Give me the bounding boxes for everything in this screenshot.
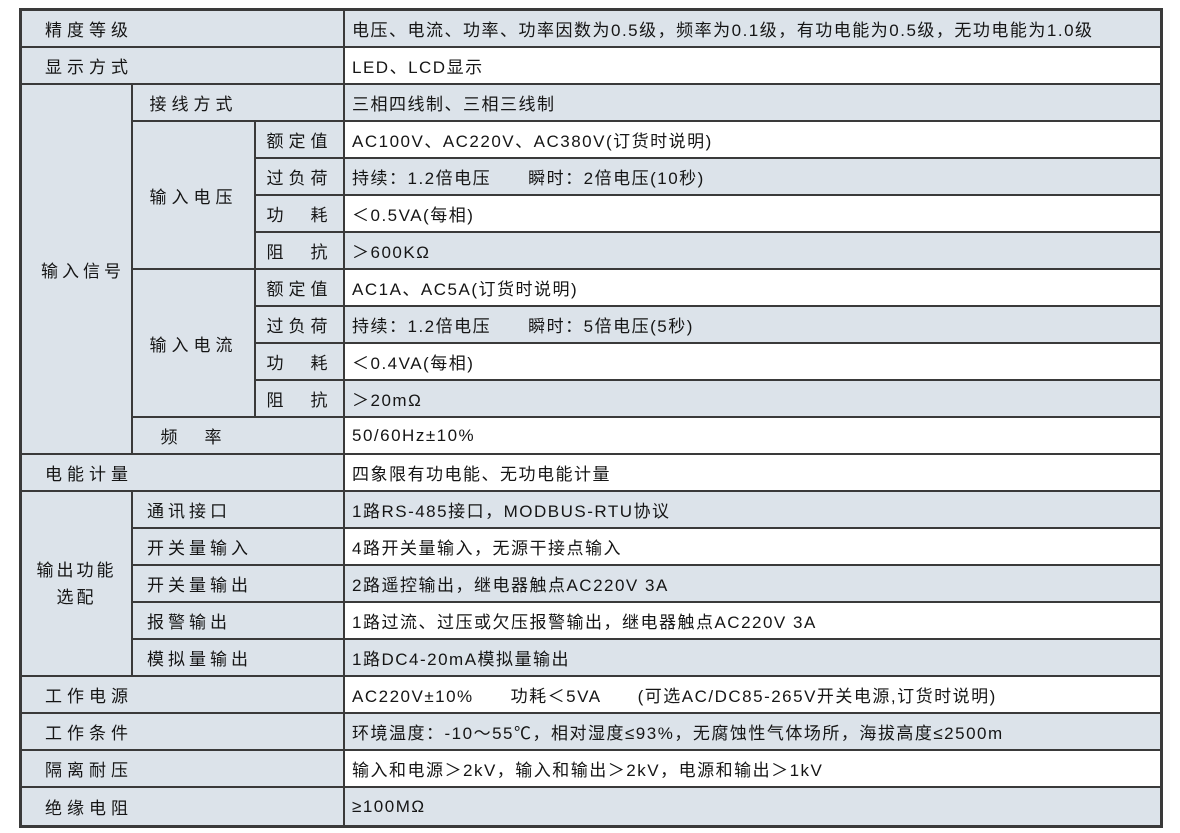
frequency-value-cell: 50/60Hz±10% [345, 418, 1160, 455]
alarm-output-label-cell: 报警输出 [133, 603, 345, 640]
voltage-impedance-value-cell: ＞600KΩ [345, 233, 1160, 270]
energy-metering-label-cell: 电能计量 [22, 455, 345, 492]
comm-label-cell: 通讯接口 [133, 492, 345, 529]
voltage-rated-label-cell: 额定值 [256, 122, 345, 159]
work-conditions-label-cell: 工作条件 [22, 714, 345, 751]
isolation-withstand-label-cell: 隔离耐压 [22, 751, 345, 788]
wiring-label-cell: 接线方式 [133, 85, 345, 122]
isolation-withstand-value-cell: 输入和电源＞2kV，输入和输出＞2kV，电源和输出＞1kV [345, 751, 1160, 788]
spec-table: 精度等级 电压、电流、功率、功率因数为0.5级，频率为0.1级，有功电能为0.5… [19, 8, 1163, 828]
frequency-label-cell: 频 率 [133, 418, 345, 455]
voltage-consumption-value-cell: ＜0.5VA(每相) [345, 196, 1160, 233]
display-label-cell: 显示方式 [22, 48, 345, 85]
current-consumption-label-cell: 功 耗 [256, 344, 345, 381]
voltage-consumption-label-cell: 功 耗 [256, 196, 345, 233]
comm-value-cell: 1路RS-485接口，MODBUS-RTU协议 [345, 492, 1160, 529]
input-signal-group-cell: 输入信号 [22, 85, 133, 455]
current-overload-label-cell: 过负荷 [256, 307, 345, 344]
insulation-resistance-label-cell: 绝缘电阻 [22, 788, 345, 825]
display-value-cell: LED、LCD显示 [345, 48, 1160, 85]
digital-output-value-cell: 2路遥控输出，继电器触点AC220V 3A [345, 566, 1160, 603]
digital-output-label-cell: 开关量输出 [133, 566, 345, 603]
analog-output-label-cell: 模拟量输出 [133, 640, 345, 677]
input-voltage-group-cell: 输入电压 [133, 122, 256, 270]
current-consumption-value-cell: ＜0.4VA(每相) [345, 344, 1160, 381]
voltage-overload-value-cell: 持续：1.2倍电压 瞬时：2倍电压(10秒) [345, 159, 1160, 196]
analog-output-value-cell: 1路DC4-20mA模拟量输出 [345, 640, 1160, 677]
current-rated-value-cell: AC1A、AC5A(订货时说明) [345, 270, 1160, 307]
input-current-group-cell: 输入电流 [133, 270, 256, 418]
current-impedance-label-cell: 阻 抗 [256, 381, 345, 418]
insulation-resistance-value-cell: ≥100MΩ [345, 788, 1160, 825]
work-conditions-value-cell: 环境温度：-10～55℃，相对湿度≤93%，无腐蚀性气体场所，海拔高度≤2500… [345, 714, 1160, 751]
current-impedance-value-cell: ＞20mΩ [345, 381, 1160, 418]
accuracy-value-cell: 电压、电流、功率、功率因数为0.5级，频率为0.1级，有功电能为0.5级，无功电… [345, 11, 1160, 48]
accuracy-label-cell: 精度等级 [22, 11, 345, 48]
voltage-rated-value-cell: AC100V、AC220V、AC380V(订货时说明) [345, 122, 1160, 159]
voltage-impedance-label-cell: 阻 抗 [256, 233, 345, 270]
digital-input-label-cell: 开关量输入 [133, 529, 345, 566]
power-supply-value-cell: AC220V±10% 功耗＜5VA (可选AC/DC85-265V开关电源,订货… [345, 677, 1160, 714]
voltage-overload-label-cell: 过负荷 [256, 159, 345, 196]
power-supply-label-cell: 工作电源 [22, 677, 345, 714]
energy-metering-value-cell: 四象限有功电能、无功电能计量 [345, 455, 1160, 492]
current-rated-label-cell: 额定值 [256, 270, 345, 307]
alarm-output-value-cell: 1路过流、过压或欠压报警输出，继电器触点AC220V 3A [345, 603, 1160, 640]
digital-input-value-cell: 4路开关量输入，无源干接点输入 [345, 529, 1160, 566]
wiring-value-cell: 三相四线制、三相三线制 [345, 85, 1160, 122]
current-overload-value-cell: 持续：1.2倍电压 瞬时：5倍电压(5秒) [345, 307, 1160, 344]
output-options-group-cell: 输出功能 选配 [22, 492, 133, 677]
